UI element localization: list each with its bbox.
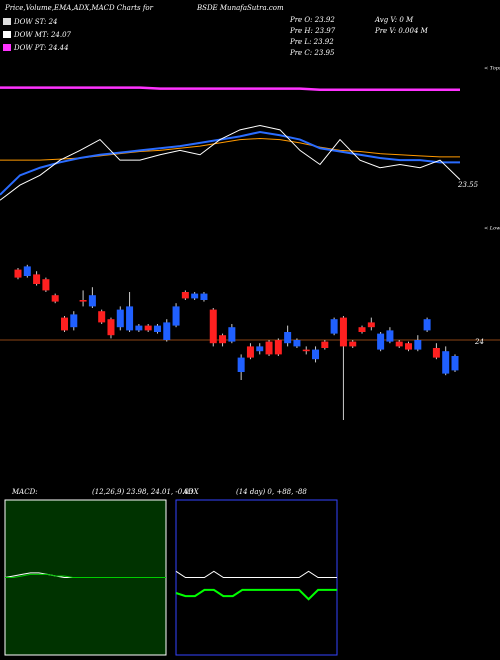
series-line [0,124,461,201]
candle-body [423,319,431,331]
candle-body [339,317,347,347]
panel-subtitle: (12,26,9) 23.98, 24.01, -0.03 [92,488,194,496]
panel-title: ADX [182,488,200,496]
candle-body [116,309,124,328]
candle-body [414,340,422,350]
price-stat: Pre C: 23.95 [289,49,335,57]
series-line [0,86,460,91]
candle-body [135,325,143,331]
candle-body [321,341,329,348]
legend-swatch [3,44,11,51]
legend-label: DOW ST: 24 [13,18,57,26]
candle-body [228,327,236,342]
annotation: < Lows [484,226,500,232]
candle-body [33,274,41,284]
candle-body [330,319,338,334]
candle-body [386,330,394,342]
volume-stat: Avg V: 0 M [374,16,414,24]
candle-body [200,293,208,300]
y-tick-label: 23.55 [457,181,479,189]
legend-label: DOW PT: 24.44 [13,44,69,52]
candle-body [144,325,152,331]
candle-body [60,317,68,331]
candle-body [237,357,245,372]
candle-body [70,314,78,328]
candle-body [153,325,161,332]
candle-body [405,343,413,350]
candle-body [51,295,59,302]
candle-body [126,306,134,331]
price-stat: Pre O: 23.92 [289,16,335,24]
candle-body [302,349,310,352]
candle-body [191,293,199,299]
candle-body [265,341,273,355]
annotation: < Tops [484,66,500,72]
candle-body [209,309,217,344]
candle-body [442,351,450,374]
legend-swatch [3,31,11,38]
candle-body [358,327,366,332]
price-stat: Pre L: 23.92 [289,38,334,46]
candle-body [98,311,106,323]
panel-subtitle: (14 day) 0, +88, -88 [236,488,307,496]
series-line [175,570,337,578]
candle-body [181,292,189,299]
y-tick-label: 24 [474,338,484,346]
candle-body [219,335,227,344]
candle-body [246,346,254,358]
candle-body [312,349,320,360]
series-line [0,130,460,196]
candle-body [42,279,50,291]
panel-title: MACD: [11,488,38,496]
candle-body [284,332,292,344]
candle-body [163,322,171,340]
series-line [175,588,337,601]
candle-body [293,340,301,347]
candle-body [14,269,22,278]
candle-body [395,341,403,347]
chart-title: Price,Volume,EMA,ADX,MACD Charts for [4,4,154,12]
price-stat: Pre H: 23.97 [289,27,336,35]
candle-body [349,341,357,347]
candle-body [377,333,385,350]
volume-stat: Pre V: 0.004 M [374,27,429,35]
legend-swatch [3,18,11,25]
candle-body [88,295,96,307]
series-line [5,573,166,578]
candle-body [432,348,440,358]
candle-body [172,306,180,326]
candle-body [274,340,282,355]
candle-body [79,300,87,302]
candle-body [367,322,375,328]
candle-body [107,319,115,336]
candle-body [23,266,31,276]
legend-label: DOW MT: 24.07 [13,31,72,39]
site-name: BSDE MunafaSutra.com [196,4,284,12]
candle-body [256,346,264,352]
candle-body [451,356,459,371]
